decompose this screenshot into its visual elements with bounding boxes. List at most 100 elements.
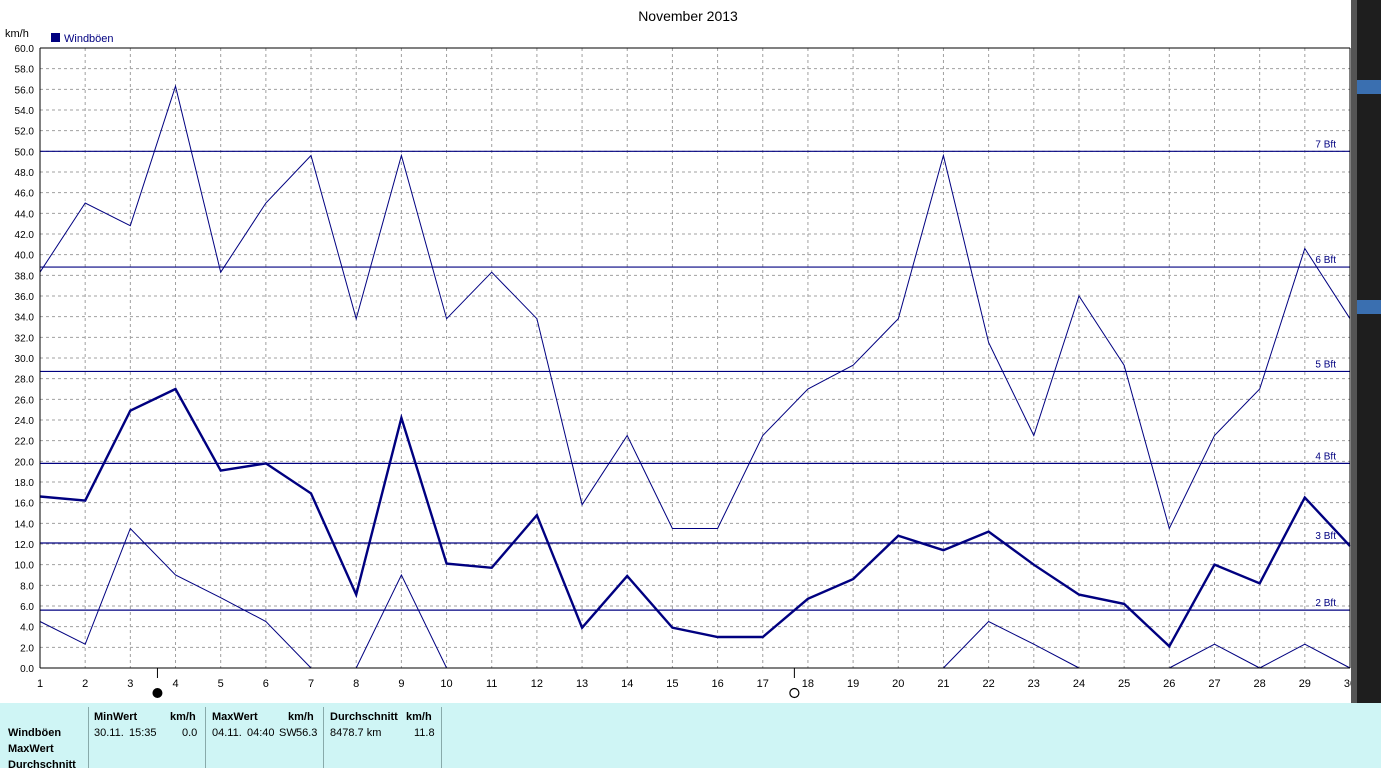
beaufort-lines: 2 Bft 3 Bft 4 Bft 5 Bft 6 Bft 7 Bft: [40, 139, 1350, 611]
y-tick-label: 40.0: [15, 251, 35, 262]
window-edge-marker: [1357, 80, 1381, 94]
x-tick-label: 2: [82, 678, 88, 690]
y-tick-label: 36.0: [15, 292, 35, 303]
y-tick-label: 18.0: [15, 478, 35, 489]
column-divider: [205, 707, 206, 768]
y-tick-label: 42.0: [15, 230, 35, 241]
x-tick-label: 11: [486, 678, 497, 690]
max-header: MaxWert: [212, 711, 258, 723]
x-tick-label: 8: [353, 678, 359, 690]
x-tick-label: 26: [1163, 678, 1175, 690]
legend-swatch: [51, 33, 60, 42]
x-tick-label: 6: [263, 678, 269, 690]
min-unit: km/h: [170, 711, 196, 723]
x-tick-label: 13: [576, 678, 588, 690]
x-tick-label: 20: [892, 678, 904, 690]
x-tick-label: 4: [172, 678, 178, 690]
full-moon-icon: [789, 687, 800, 699]
beaufort-label: 5 Bft: [1315, 359, 1336, 370]
y-tick-label: 60.0: [15, 44, 35, 55]
y-tick-label: 56.0: [15, 85, 35, 96]
x-tick-label: 5: [218, 678, 224, 690]
series-line-max: [39, 84, 1351, 530]
y-tick-label: 32.0: [15, 333, 35, 344]
x-tick-label: 3: [127, 678, 133, 690]
grid: [39, 47, 1351, 669]
y-tick-label: 4.0: [20, 623, 34, 634]
y-tick-label: 16.0: [15, 499, 35, 510]
x-tick-label: 16: [711, 678, 723, 690]
min-header: MinWert: [94, 711, 138, 723]
chart-title: November 2013: [638, 8, 738, 24]
y-tick-label: 26.0: [15, 395, 35, 406]
legend: Windböen: [51, 33, 114, 45]
x-tick-label: 27: [1208, 678, 1220, 690]
beaufort-label: 4 Bft: [1315, 451, 1336, 462]
row-label-windboeen: Windböen: [8, 727, 62, 739]
y-axis-unit: km/h: [5, 28, 29, 40]
x-tick-label: 15: [666, 678, 678, 690]
x-tick-label: 22: [982, 678, 994, 690]
y-tick-label: 46.0: [15, 189, 35, 200]
y-tick-label: 14.0: [15, 519, 35, 530]
x-tick-label: 28: [1254, 678, 1266, 690]
max-date: 04.11.: [212, 727, 242, 739]
max-time: 04:40: [247, 727, 275, 739]
legend-label: Windböen: [64, 33, 114, 45]
y-tick-label: 38.0: [15, 271, 35, 282]
beaufort-label: 7 Bft: [1315, 139, 1336, 150]
y-tick-label: 48.0: [15, 168, 35, 179]
x-tick-label: 29: [1299, 678, 1311, 690]
x-tick-label: 21: [937, 678, 949, 690]
max-unit: km/h: [288, 711, 314, 723]
beaufort-label: 3 Bft: [1315, 531, 1336, 542]
max-value: 56.3: [296, 727, 318, 739]
y-tick-label: 12.0: [15, 540, 35, 551]
avg-unit: km/h: [406, 711, 432, 723]
y-tick-label: 34.0: [15, 313, 35, 324]
window-edge: [1351, 0, 1381, 703]
x-tick-label: 18: [802, 678, 814, 690]
x-tick-label: 25: [1118, 678, 1130, 690]
series-line-average: [39, 387, 1351, 649]
axes: 0.0 2.0 4.0 6.0 8.0 10.0 12.0 14.0 16.0 18.0 20.0 2…: [15, 44, 1351, 690]
y-tick-label: 6.0: [20, 602, 34, 613]
beaufort-label: 6 Bft: [1315, 255, 1336, 266]
series-lines: [39, 84, 1351, 669]
min-value: 0.0: [182, 727, 198, 739]
x-tick-label: 7: [308, 678, 314, 690]
avg-header: Durchschnitt: [330, 711, 398, 723]
column-divider: [88, 707, 89, 768]
series-line-min: [39, 527, 448, 669]
new-moon-icon: [152, 688, 163, 698]
y-tick-label: 54.0: [15, 106, 35, 117]
x-tick-label: 23: [1028, 678, 1040, 690]
x-tick-label: 30: [1344, 678, 1351, 690]
min-date: 30.11.: [94, 727, 124, 739]
y-tick-label: 10.0: [15, 561, 35, 572]
y-tick-label: 28.0: [15, 375, 35, 386]
window-edge-band: [1351, 0, 1381, 703]
x-tick-label: 12: [531, 678, 543, 690]
max-direction: SW: [279, 727, 297, 739]
moon-phases: [152, 668, 800, 699]
y-tick-label: 22.0: [15, 437, 35, 448]
min-time: 15:35: [129, 727, 157, 739]
wind-chart: November 2013 km/h Windböen 2 Bft 3 Bft 4 …: [5, 8, 1351, 699]
x-tick-label: 9: [398, 678, 404, 690]
avg-value: 11.8: [414, 727, 435, 739]
y-tick-label: 24.0: [15, 416, 35, 427]
window-edge-marker: [1357, 300, 1381, 314]
y-tick-label: 44.0: [15, 209, 35, 220]
column-divider: [441, 707, 442, 768]
avg-distance: 8478.7 km: [330, 727, 382, 739]
row-label-maxwert: MaxWert: [8, 743, 54, 755]
y-tick-label: 58.0: [15, 65, 35, 76]
x-tick-label: 10: [440, 678, 452, 690]
x-tick-label: 14: [621, 678, 633, 690]
y-tick-label: 30.0: [15, 354, 35, 365]
x-tick-label: 1: [37, 678, 43, 690]
x-tick-label: 17: [757, 678, 769, 690]
y-tick-label: 8.0: [20, 581, 34, 592]
x-tick-label: 19: [847, 678, 859, 690]
